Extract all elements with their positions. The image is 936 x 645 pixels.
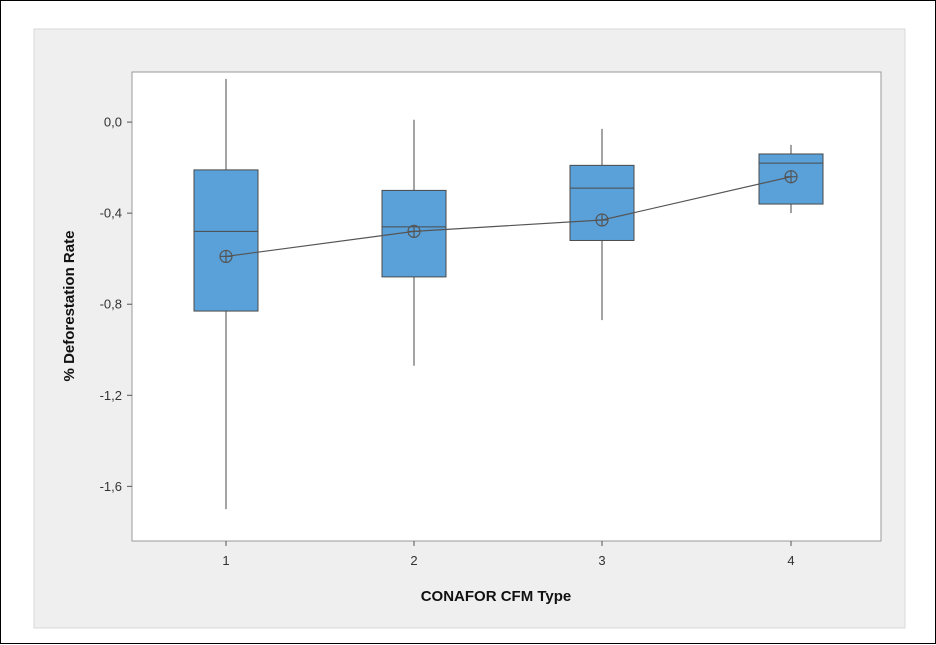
- mean-marker: [219, 249, 233, 264]
- mean-line-layer: [219, 170, 798, 264]
- box-1: [193, 78, 259, 510]
- y-tick-label: -0,4: [100, 206, 122, 221]
- x-tick-label: 2: [410, 553, 417, 568]
- x-tick-label: 3: [598, 553, 605, 568]
- y-axis: 0,0 -0,4 -0,8 -1,2 -1,6: [100, 115, 132, 494]
- mean-connect-line: [225, 176, 792, 258]
- mean-marker: [407, 224, 421, 238]
- y-tick-label: -0,8: [100, 297, 122, 312]
- box-3: [569, 128, 635, 321]
- y-tick-label: -1,6: [100, 479, 122, 494]
- y-axis-title: % Deforestation Rate: [61, 231, 78, 382]
- y-tick-label: -1,2: [100, 388, 122, 403]
- x-axis-title: CONAFOR CFM Type: [421, 588, 572, 605]
- mean-marker: [595, 213, 609, 227]
- mean-marker: [784, 170, 798, 184]
- x-tick-label: 1: [222, 553, 229, 568]
- iqr-box: [569, 164, 635, 241]
- y-tick-label: 0,0: [104, 115, 122, 130]
- boxes-layer: [193, 78, 824, 510]
- iqr-box: [193, 169, 259, 312]
- x-tick-label: 4: [787, 553, 794, 568]
- x-axis: 1 2 3 4: [222, 541, 795, 568]
